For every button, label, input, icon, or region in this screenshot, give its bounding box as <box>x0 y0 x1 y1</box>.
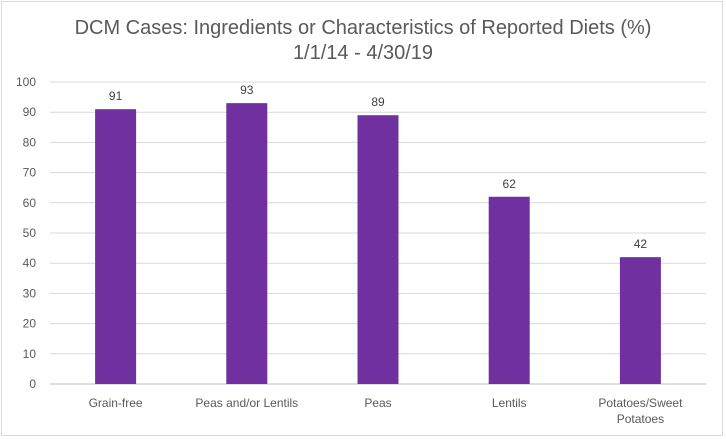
data-label: 91 <box>109 89 123 103</box>
bar <box>619 257 661 384</box>
y-tick-label: 100 <box>16 75 36 89</box>
bars <box>95 103 661 385</box>
category-label: Potatoes <box>617 412 664 426</box>
y-tick-label: 80 <box>23 135 37 149</box>
y-tick-label: 60 <box>23 196 37 210</box>
y-axis-ticks: 0 10 20 30 40 50 60 70 80 90 100 <box>16 75 36 391</box>
chart-title: DCM Cases: Ingredients or Characteristic… <box>74 17 652 39</box>
bar <box>488 196 530 384</box>
category-label: Lentils <box>492 396 527 410</box>
data-label: 62 <box>503 177 517 191</box>
data-label: 89 <box>371 95 385 109</box>
bar <box>226 103 268 384</box>
data-labels: 91 93 89 62 42 <box>109 83 647 251</box>
y-tick-label: 0 <box>29 377 36 391</box>
y-tick-label: 90 <box>23 105 37 119</box>
data-label: 93 <box>240 83 254 97</box>
data-label: 42 <box>634 237 648 251</box>
bar <box>95 109 137 385</box>
bar <box>357 115 399 384</box>
y-tick-label: 30 <box>23 286 37 300</box>
y-tick-label: 70 <box>23 166 37 180</box>
chart-subtitle: 1/1/14 - 4/30/19 <box>292 42 434 64</box>
category-label: Peas <box>364 396 391 410</box>
y-tick-label: 10 <box>23 347 37 361</box>
category-label: Potatoes/Sweet <box>598 396 683 410</box>
category-label: Grain-free <box>89 396 143 410</box>
category-label: Peas and/or Lentils <box>195 396 298 410</box>
y-tick-label: 50 <box>23 226 37 240</box>
y-tick-label: 40 <box>23 256 37 270</box>
y-tick-label: 20 <box>23 317 37 331</box>
x-axis-labels: Grain-free Peas and/or Lentils Peas Lentils… <box>89 396 684 426</box>
